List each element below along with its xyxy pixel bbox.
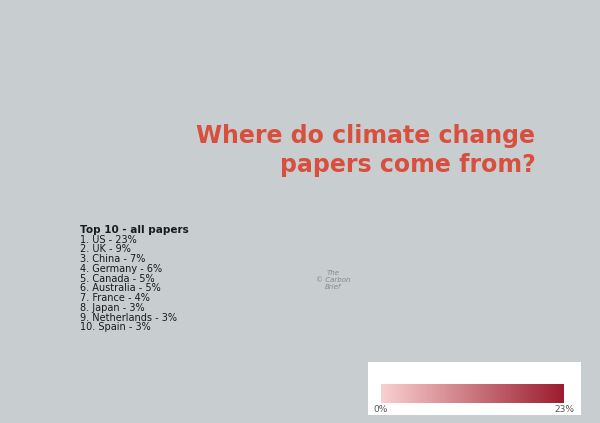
Text: 3. China - 7%: 3. China - 7% [80, 254, 145, 264]
Text: 2. UK - 9%: 2. UK - 9% [80, 244, 131, 254]
Text: The
© Carbon
Brief: The © Carbon Brief [316, 270, 350, 291]
Text: 8. Japan - 3%: 8. Japan - 3% [80, 303, 144, 313]
Text: 9. Netherlands - 3%: 9. Netherlands - 3% [80, 313, 176, 322]
Text: 10. Spain - 3%: 10. Spain - 3% [80, 322, 151, 332]
Text: Where do climate change
papers come from?: Where do climate change papers come from… [196, 124, 535, 177]
Text: 7. France - 4%: 7. France - 4% [80, 293, 149, 303]
Text: 5. Canada - 5%: 5. Canada - 5% [80, 274, 154, 283]
Text: 1. US - 23%: 1. US - 23% [80, 235, 136, 244]
Text: 6. Australia - 5%: 6. Australia - 5% [80, 283, 160, 293]
Text: 4. Germany - 6%: 4. Germany - 6% [80, 264, 162, 274]
Text: Top 10 - all papers: Top 10 - all papers [80, 225, 188, 235]
